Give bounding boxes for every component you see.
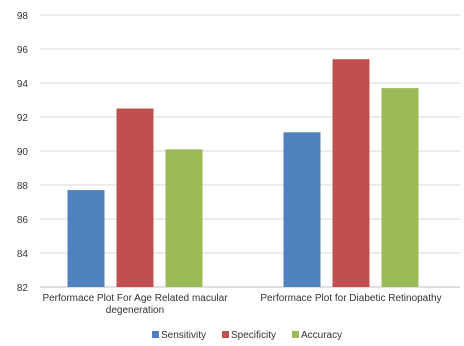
- y-tick-label: 98: [17, 11, 29, 22]
- bar-accuracy-2: [381, 88, 419, 287]
- bar-specificity-1: [116, 108, 154, 287]
- bar-accuracy-1: [165, 149, 203, 287]
- bars: [67, 59, 419, 288]
- y-axis-ticks: 82 84 86 88 90 92 94 96 98: [17, 11, 29, 294]
- bar-sensitivity-1: [67, 190, 105, 287]
- bar-sensitivity-2: [283, 132, 321, 287]
- bar-specificity-2: [332, 59, 370, 288]
- x-category-label: degeneration: [106, 305, 164, 316]
- x-category-label: Performace Plot for Diabetic Retinopathy: [260, 293, 441, 304]
- legend-label-accuracy: Accuracy: [301, 330, 342, 341]
- y-tick-label: 84: [17, 249, 29, 260]
- y-tick-label: 86: [17, 215, 29, 226]
- y-tick-label: 88: [17, 181, 29, 192]
- x-axis-category-labels: Performace Plot For Age Related maculard…: [42, 293, 441, 316]
- y-tick-label: 94: [17, 79, 29, 90]
- y-tick-label: 96: [17, 45, 29, 56]
- x-category-label: Performace Plot For Age Related macular: [42, 293, 228, 304]
- legend-swatch-sensitivity: [152, 331, 159, 338]
- legend: Sensitivity Specificity Accuracy: [152, 330, 342, 341]
- legend-label-specificity: Specificity: [231, 330, 276, 341]
- gridlines: [40, 14, 460, 288]
- legend-swatch-specificity: [222, 331, 229, 338]
- legend-swatch-accuracy: [292, 331, 299, 338]
- legend-label-sensitivity: Sensitivity: [161, 330, 206, 341]
- y-tick-label: 82: [17, 283, 29, 294]
- y-tick-label: 92: [17, 113, 29, 124]
- y-tick-label: 90: [17, 147, 29, 158]
